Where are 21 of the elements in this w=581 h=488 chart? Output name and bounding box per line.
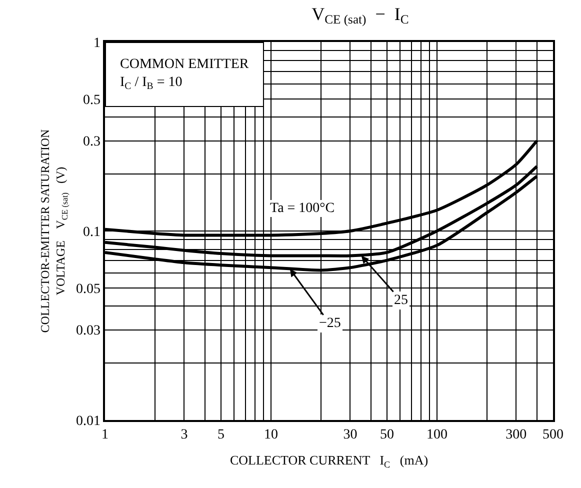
x-tick-label: 10 — [264, 428, 278, 443]
annotation: COMMON EMITTER I$_{C}$ / I$_{B}$ = 10 — [120, 57, 250, 92]
y-tick-label: 0.01 — [76, 414, 100, 429]
y-tick-label: 1 — [93, 36, 100, 51]
x-tick-label: 3 — [180, 428, 188, 443]
y-tick-label: 0.03 — [76, 324, 100, 339]
annotation: −25 — [319, 316, 341, 331]
y-tick-label: 0.1 — [82, 224, 100, 240]
y-tick-label: 0.05 — [76, 282, 100, 297]
y-tick-label: 0.3 — [82, 134, 100, 150]
x-tick-label: 50 — [380, 428, 394, 443]
annotation: Ta = 100°C — [270, 201, 335, 216]
annotation: 25 — [394, 293, 408, 308]
x-tick-label: 30 — [343, 428, 358, 443]
x-tick-label: 300 — [506, 428, 527, 443]
y-tick-label: 0.5 — [82, 92, 100, 108]
x-tick-label: 5 — [218, 428, 225, 443]
x-axis-title: COLLECTOR CURRENT I$_{C}$ (mA) — [230, 452, 428, 470]
x-tick-label: 500 — [542, 428, 564, 443]
chart-title: V$_{CE (sat)}$ − I$_{C}$ — [312, 4, 409, 27]
x-tick-label: 100 — [426, 428, 448, 443]
